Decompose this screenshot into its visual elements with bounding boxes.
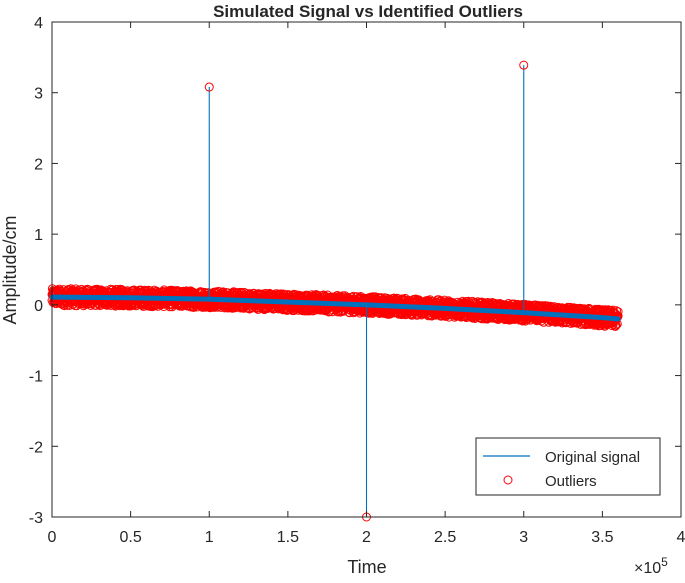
legend-box bbox=[475, 437, 661, 496]
y-tick-label: -2 bbox=[29, 439, 43, 456]
y-tick-label: -3 bbox=[29, 510, 43, 527]
chart-title: Simulated Signal vs Identified Outliers bbox=[213, 2, 523, 21]
x-tick-label: 3.5 bbox=[591, 529, 613, 546]
legend-entry-signal: Original signal bbox=[545, 449, 640, 466]
x-axis-label: Time bbox=[347, 557, 386, 577]
x-tick-label: 0.5 bbox=[120, 529, 142, 546]
x-exponent-label: ×105 bbox=[634, 555, 668, 577]
y-tick-label: 2 bbox=[34, 156, 43, 173]
x-tick-label: 1.5 bbox=[277, 529, 299, 546]
y-tick-label: 1 bbox=[34, 227, 43, 244]
signal-line bbox=[51, 65, 619, 518]
legend-marker-swatch bbox=[503, 475, 513, 485]
outlier-point bbox=[613, 307, 623, 317]
outlier-band-layer bbox=[47, 284, 623, 331]
y-tick-label: 3 bbox=[34, 86, 43, 103]
y-tick-label: -1 bbox=[29, 369, 43, 386]
outlier-point bbox=[612, 306, 621, 316]
x-tick-label: 3 bbox=[519, 529, 528, 546]
legend-entry-outliers: Outliers bbox=[545, 473, 597, 490]
outlier-spike-marker bbox=[204, 82, 214, 92]
x-tick-label: 1 bbox=[205, 529, 214, 546]
x-tick-label: 4 bbox=[677, 529, 685, 546]
y-tick-label: 0 bbox=[34, 298, 43, 315]
outlier-spike-marker bbox=[519, 60, 529, 70]
signal-line-layer bbox=[49, 65, 621, 518]
legend: Original signal Outliers bbox=[475, 437, 661, 496]
y-axis-label: Amplitude/cm bbox=[0, 215, 20, 324]
x-tick-label: 2.5 bbox=[434, 529, 456, 546]
x-tick-label: 2 bbox=[362, 529, 371, 546]
tick-layer: 0 0.5 1 1.5 2 2.5 3 3.5 4 -3 -2 -1 0 1 2 3 4 bbox=[29, 15, 685, 546]
x-tick-label: 0 bbox=[48, 529, 57, 546]
y-tick-label: 4 bbox=[34, 15, 43, 32]
